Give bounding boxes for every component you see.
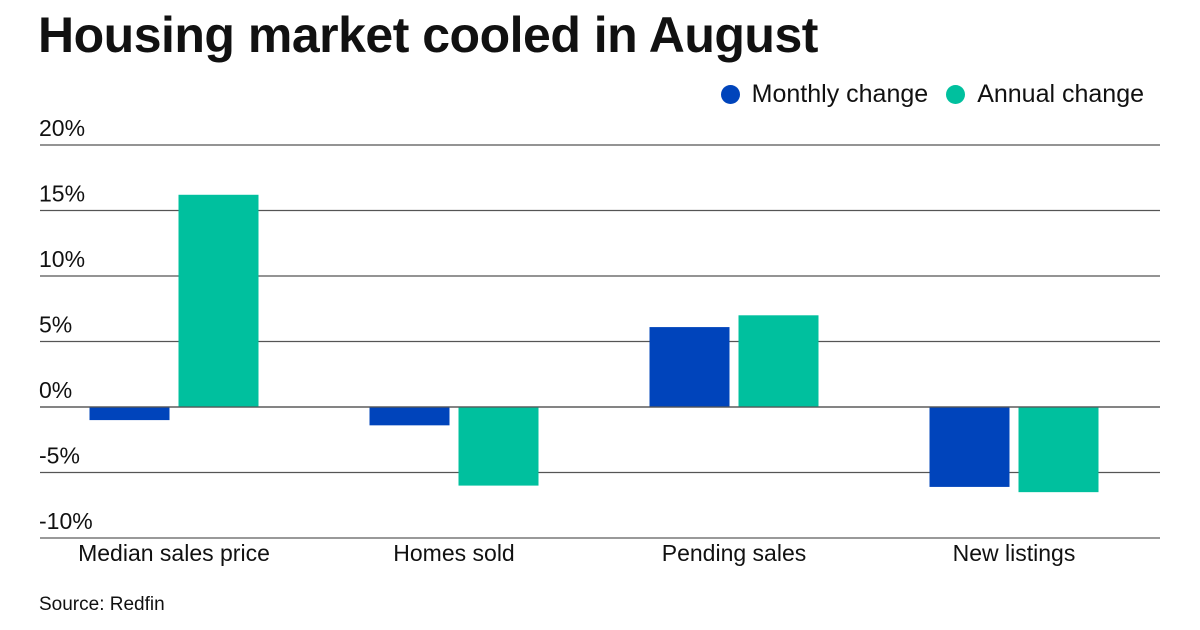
chart-title: Housing market cooled in August: [38, 7, 818, 63]
legend-label-monthly: Monthly change: [751, 80, 929, 108]
y-tick-label: 20%: [39, 115, 85, 141]
x-category-label: New listings: [953, 540, 1076, 566]
legend-dot-monthly-icon: [720, 85, 740, 104]
legend-dot-annual-icon: [946, 85, 966, 104]
bar-annual-median-sales-price: [178, 194, 259, 407]
bar-annual-new-listings: [1018, 407, 1099, 493]
source-note: Source: Redfin: [39, 594, 165, 615]
y-tick-label: -5%: [39, 443, 80, 469]
y-tick-label: 10%: [39, 246, 85, 272]
x-category-label: Median sales price: [78, 540, 270, 566]
y-tick-label: 0%: [39, 377, 72, 403]
y-tick-label: -10%: [39, 508, 93, 534]
bar-monthly-median-sales-price: [89, 407, 170, 421]
y-tick-label: 15%: [39, 181, 85, 207]
legend: Monthly change Annual change: [703, 80, 1144, 109]
bar-annual-homes-sold: [458, 407, 539, 486]
legend-item-monthly: Monthly change: [720, 80, 929, 109]
x-category-label: Pending sales: [662, 540, 807, 566]
bar-monthly-new-listings: [929, 407, 1010, 487]
bar-monthly-homes-sold: [369, 407, 450, 426]
legend-label-annual: Annual change: [977, 80, 1144, 108]
bar-monthly-pending-sales: [649, 327, 730, 407]
x-category-label: Homes sold: [393, 540, 514, 566]
bar-annual-pending-sales: [738, 315, 819, 407]
legend-item-annual: Annual change: [946, 80, 1144, 109]
y-tick-label: 5%: [39, 312, 72, 338]
